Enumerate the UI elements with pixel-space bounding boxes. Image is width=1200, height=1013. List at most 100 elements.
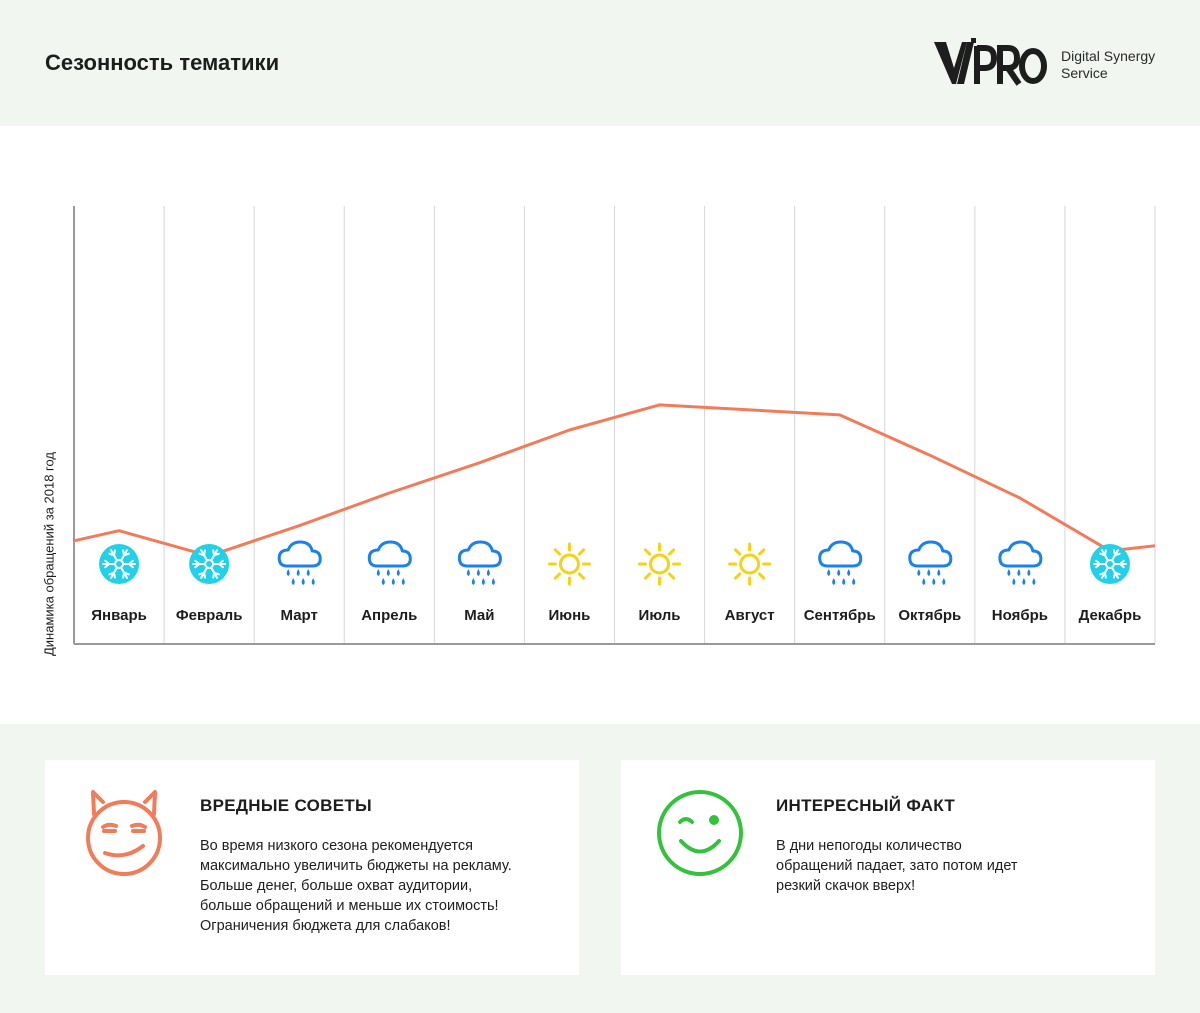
raindrop (491, 578, 495, 585)
sun-ray (733, 548, 742, 556)
snowflake-branch (218, 559, 224, 565)
interesting-fact-title: ИНТЕРЕСНЫЙ ФАКТ (776, 796, 956, 815)
raindrop (932, 578, 936, 585)
raindrop (481, 578, 485, 585)
snowflake-branch (213, 571, 220, 576)
raindrop (1027, 569, 1031, 576)
sun-ray (758, 572, 766, 580)
snowflake-branch (128, 559, 134, 565)
x-tick-label: Август (725, 607, 775, 624)
raindrop (847, 569, 851, 576)
x-tick-label: Июль (639, 607, 681, 624)
rain-cloud-icon (908, 540, 953, 585)
harmful-advice-line: Больше денег, больше охват аудитории, (200, 878, 473, 894)
harmful-advice-text: Во время низкого сезона рекомендуется ма… (200, 836, 560, 936)
rain-cloud-icon (457, 540, 502, 585)
winking-face-icon (657, 790, 743, 876)
snowflake-branch (212, 549, 216, 557)
raindrop (1022, 578, 1026, 585)
cloud-outline (818, 540, 863, 568)
snowflake-arms (102, 549, 137, 579)
sun-ray (733, 572, 742, 580)
harmful-advice-card: ВРЕДНЫЕ СОВЕТЫ Во время низкого сезона р… (45, 760, 579, 975)
harmful-advice-line: максимально увеличить бюджеты на рекламу… (200, 858, 512, 874)
raindrop (476, 569, 480, 576)
snowflake-branch (198, 552, 206, 557)
sun-ray (553, 572, 562, 580)
x-tick-label: Декабрь (1079, 607, 1142, 624)
snowflake-branch (123, 571, 130, 576)
sun-ray (577, 548, 586, 556)
raindrop (391, 578, 395, 585)
rain-cloud-icon (998, 540, 1043, 585)
cloud-outline (998, 540, 1043, 568)
interesting-fact-text: В дни непогоды количество обращений пада… (776, 836, 1136, 896)
raindrop (306, 569, 310, 576)
x-tick-label: Январь (91, 607, 147, 624)
harmful-advice-title: ВРЕДНЫЕ СОВЕТЫ (200, 796, 372, 815)
snowflake-branch (1113, 549, 1116, 557)
cloud-outline (277, 540, 322, 568)
vipro-logo (934, 38, 1047, 86)
snowflake-branch (194, 563, 201, 569)
rain-cloud-icon (277, 540, 322, 585)
snowflake-icon (189, 544, 230, 584)
logo-tagline: Digital Synergy Service (1061, 48, 1155, 82)
sun-disc (649, 553, 671, 575)
harmful-advice-line: больше обращений и меньше их стоимость! (200, 898, 499, 914)
raindrop (311, 578, 315, 585)
snowflake-arms (1092, 549, 1127, 579)
x-tick-label: Июнь (549, 607, 591, 624)
snowflake-core (114, 559, 125, 569)
raindrop (296, 569, 300, 576)
snowflake-branch (108, 552, 116, 557)
sun-ray (667, 572, 676, 580)
sun-icon (638, 542, 682, 586)
sun-icon (728, 542, 772, 586)
raindrop (827, 569, 831, 576)
raindrop (301, 578, 305, 585)
harmful-advice-line: Ограничения бюджета для слабаков! (200, 918, 451, 934)
snowflake-branch (1118, 559, 1125, 565)
raindrop (837, 569, 841, 576)
x-tick-label: Апрель (361, 607, 417, 624)
snowflake-arms (192, 549, 227, 579)
interesting-fact-line: резкий скачок вверх! (776, 878, 916, 894)
header-band: Сезонность тематики Digital Synergy Serv… (0, 0, 1200, 126)
snowflake-branch (1103, 571, 1107, 579)
raindrop (937, 569, 941, 576)
sun-ray (758, 548, 766, 556)
x-tick-label: Октябрь (898, 607, 961, 624)
snowflake-branch (203, 571, 207, 579)
chart-svg: Январь Февраль Март Апрель Май Июнь Июль Август… (73, 206, 1156, 645)
interesting-fact-card: ИНТЕРЕСНЫЙ ФАКТ В дни непогоды количеств… (621, 760, 1155, 975)
seasonality-chart: Январь Февраль Март Апрель Май Июнь Июль Август… (0, 126, 1200, 724)
logo-tagline-line-2: Service (1061, 65, 1108, 81)
raindrop (852, 578, 856, 585)
raindrop (286, 569, 290, 576)
raindrop (1017, 569, 1021, 576)
raindrop (842, 578, 846, 585)
raindrop (381, 578, 385, 585)
devil-face-icon (86, 790, 162, 876)
harmful-advice-line: Во время низкого сезона рекомендуется (200, 838, 473, 854)
raindrop (917, 569, 921, 576)
sun-ray (643, 572, 652, 580)
raindrop (922, 578, 926, 585)
x-tick-label: Ноябрь (992, 607, 1048, 624)
snowflake-branch (122, 549, 126, 557)
snowflake-branch (1099, 552, 1106, 557)
raindrop (401, 578, 405, 585)
x-tick-label: Март (281, 607, 318, 624)
cloud-outline (367, 540, 412, 568)
sun-disc (558, 553, 580, 575)
raindrop (942, 578, 946, 585)
sun-disc (739, 553, 761, 575)
cloud-outline (457, 540, 502, 568)
snowflake-branch (1113, 571, 1121, 576)
raindrop (832, 578, 836, 585)
logo-tagline-line-1: Digital Synergy (1061, 48, 1156, 64)
x-tick-label: Май (464, 607, 494, 624)
x-tick-label: Февраль (176, 607, 243, 624)
raindrop (386, 569, 390, 576)
